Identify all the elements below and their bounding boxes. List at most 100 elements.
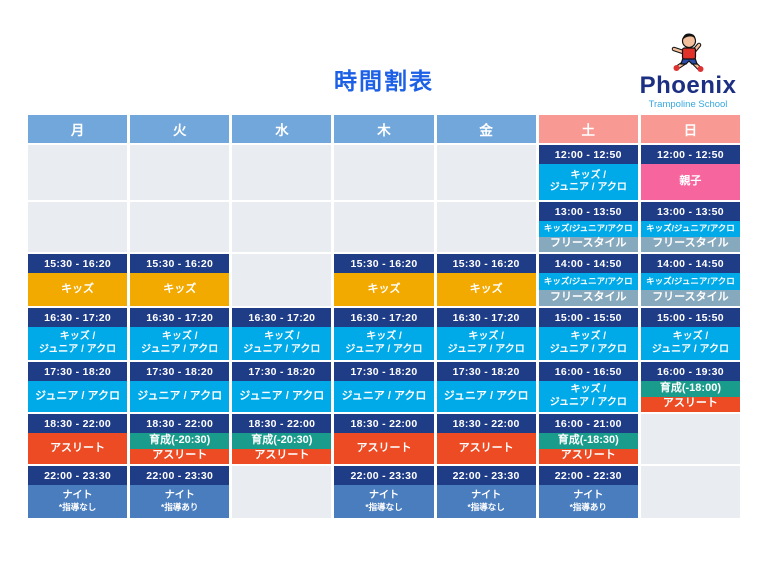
page-title: 時間割表 xyxy=(334,68,434,94)
class-label: ナイト xyxy=(164,489,195,501)
class-band-kja: キッズ/ジュニア/アクロ xyxy=(538,273,638,290)
class-label: キッズ xyxy=(367,282,401,295)
time-slot-label: 18:30 - 22:00 xyxy=(28,414,128,433)
day-header-mon: 月 xyxy=(28,115,128,143)
time-slot-label: 15:30 - 16:20 xyxy=(130,254,230,273)
cell-wed-row3 xyxy=(232,254,332,306)
class-band-kja: キッズ/ジュニア/アクロ xyxy=(640,221,740,237)
class-band-kja: キッズ / ジュニア / アクロ xyxy=(232,327,332,360)
cell-tue-row6: 18:30 - 22:00 育成(-20:30) アスリート xyxy=(130,414,230,464)
class-band-kids: キッズ xyxy=(436,273,536,306)
time-slot-label: 18:30 - 22:00 xyxy=(436,414,536,433)
time-slot-label: 16:30 - 17:20 xyxy=(334,308,434,327)
class-label: キッズ / xyxy=(468,331,504,342)
cell-tue-row7: 22:00 - 23:30 ナイト *指導あり xyxy=(130,466,230,518)
class-label: フリースタイル xyxy=(550,290,627,303)
cell-wed-row5: 17:30 - 18:20 ジュニア / アクロ xyxy=(232,362,332,412)
cell-sun-row5: 16:00 - 19:30 育成(-18:00) アスリート xyxy=(640,362,740,412)
cell-mon-row7: 22:00 - 23:30 ナイト *指導なし xyxy=(28,466,128,518)
cell-sun-row1: 12:00 - 12:50 親子 xyxy=(640,145,740,200)
time-slot-label: 17:30 - 18:20 xyxy=(232,362,332,381)
cell-fri-row5: 17:30 - 18:20 ジュニア / アクロ xyxy=(436,362,536,412)
class-band-athlete: アスリート xyxy=(130,448,230,464)
class-band-ikusei: 育成(-18:30) xyxy=(538,433,638,449)
timetable: 月 15:30 - 16:20 キッズ 16:30 - 17:20 キッズ / ジュニア … xyxy=(28,115,740,518)
class-band-kja: キッズ / ジュニア / アクロ xyxy=(538,164,638,200)
class-label: アスリート xyxy=(356,441,412,454)
class-band-night: ナイト *指導あり xyxy=(538,485,638,518)
class-label: キッズ xyxy=(163,282,197,295)
day-column-tue: 火 15:30 - 16:20 キッズ 16:30 - 17:20 キッズ / ジュニア … xyxy=(130,115,230,518)
cell-thu-row4: 16:30 - 17:20 キッズ / ジュニア / アクロ xyxy=(334,308,434,360)
time-slot-label: 16:00 - 21:00 xyxy=(538,414,638,433)
class-band-kja: キッズ / ジュニア / アクロ xyxy=(538,327,638,360)
class-label: アスリート xyxy=(560,449,616,462)
time-slot-label: 16:30 - 17:20 xyxy=(28,308,128,327)
class-band-kids: キッズ xyxy=(130,273,230,306)
class-label: ジュニア / アクロ xyxy=(345,343,423,355)
class-band-night: ナイト *指導なし xyxy=(334,485,434,518)
class-band-freestyle: フリースタイル xyxy=(640,236,740,252)
class-label: *指導なし xyxy=(467,502,505,513)
class-label: キッズ / xyxy=(570,384,607,395)
cell-mon-row3: 15:30 - 16:20 キッズ xyxy=(28,254,128,306)
class-label: キッズ/ジュニア/アクロ xyxy=(646,223,735,234)
class-label: ジュニア / アクロ xyxy=(35,389,120,402)
time-slot-label: 12:00 - 12:50 xyxy=(538,145,638,164)
cell-fri-row3: 15:30 - 16:20 キッズ xyxy=(436,254,536,306)
time-slot-label: 18:30 - 22:00 xyxy=(334,414,434,433)
class-band-athlete: アスリート xyxy=(538,448,638,464)
class-band-kja: キッズ/ジュニア/アクロ xyxy=(538,221,638,237)
brand-name: Phoenix xyxy=(639,72,737,99)
class-label: アスリート xyxy=(662,397,718,410)
class-band-ikusei: 育成(-20:30) xyxy=(232,433,332,449)
time-slot-label: 15:30 - 16:20 xyxy=(334,254,434,273)
class-label: キッズ / xyxy=(59,331,96,342)
time-slot-label: 22:00 - 23:30 xyxy=(436,466,536,485)
class-label: キッズ / xyxy=(672,331,709,342)
day-column-sun: 日 12:00 - 12:50 親子 13:00 - 13:50 キッズ/ジュニア/アク… xyxy=(640,115,740,518)
class-band-kja: キッズ / ジュニア / アクロ xyxy=(538,381,638,412)
cell-sat-row4: 15:00 - 15:50 キッズ / ジュニア / アクロ xyxy=(538,308,638,360)
time-slot-label: 16:00 - 19:30 xyxy=(640,362,740,381)
cell-sun-row6 xyxy=(640,414,740,464)
time-slot-label: 16:30 - 17:20 xyxy=(130,308,230,327)
class-band-freestyle: フリースタイル xyxy=(640,289,740,306)
time-slot-label: 15:00 - 15:50 xyxy=(640,308,740,327)
class-label: 育成(-20:30) xyxy=(149,433,211,446)
class-band-kja: ジュニア / アクロ xyxy=(232,381,332,412)
time-slot-label: 17:30 - 18:20 xyxy=(436,362,536,381)
time-slot-label: 13:00 - 13:50 xyxy=(640,202,740,221)
cell-thu-row2 xyxy=(334,202,434,252)
cell-sat-row2: 13:00 - 13:50 キッズ/ジュニア/アクロ フリースタイル xyxy=(538,202,638,252)
day-column-wed: 水 16:30 - 17:20 キッズ / ジュニア / アクロ 17:30 - 18:… xyxy=(232,115,332,518)
cell-mon-row4: 16:30 - 17:20 キッズ / ジュニア / アクロ xyxy=(28,308,128,360)
time-slot-label: 16:00 - 16:50 xyxy=(538,362,638,381)
cell-sat-row1: 12:00 - 12:50 キッズ / ジュニア / アクロ xyxy=(538,145,638,200)
phoenix-logo: Phoenix Trampoline School xyxy=(618,32,758,110)
class-label: ジュニア / アクロ xyxy=(141,343,219,355)
cell-wed-row4: 16:30 - 17:20 キッズ / ジュニア / アクロ xyxy=(232,308,332,360)
class-label: キッズ / xyxy=(161,331,198,342)
class-label: *指導なし xyxy=(365,502,403,513)
class-label: フリースタイル xyxy=(652,237,729,250)
time-slot-label: 22:00 - 23:30 xyxy=(334,466,434,485)
class-label: ジュニア / アクロ xyxy=(39,343,117,355)
class-band-ikusei: 育成(-18:00) xyxy=(640,381,740,397)
class-band-kja: ジュニア / アクロ xyxy=(334,381,434,412)
class-band-athlete: アスリート xyxy=(28,433,128,464)
cell-fri-row4: 16:30 - 17:20 キッズ / ジュニア / アクロ xyxy=(436,308,536,360)
class-label: ナイト xyxy=(62,489,93,501)
cell-fri-row6: 18:30 - 22:00 アスリート xyxy=(436,414,536,464)
class-band-kja: ジュニア / アクロ xyxy=(28,381,128,412)
class-band-oyako: 親子 xyxy=(640,164,740,200)
class-label: キッズ xyxy=(61,282,95,295)
cell-mon-row6: 18:30 - 22:00 アスリート xyxy=(28,414,128,464)
day-header-thu: 木 xyxy=(334,115,434,143)
class-label: ジュニア / アクロ xyxy=(549,182,627,193)
day-column-fri: 金 15:30 - 16:20 キッズ 16:30 - 17:20 キッズ / ジュニア … xyxy=(436,115,536,518)
class-label: ナイト xyxy=(573,489,604,501)
day-header-wed: 水 xyxy=(232,115,332,143)
cell-mon-row5: 17:30 - 18:20 ジュニア / アクロ xyxy=(28,362,128,412)
class-band-athlete: アスリート xyxy=(640,396,740,412)
